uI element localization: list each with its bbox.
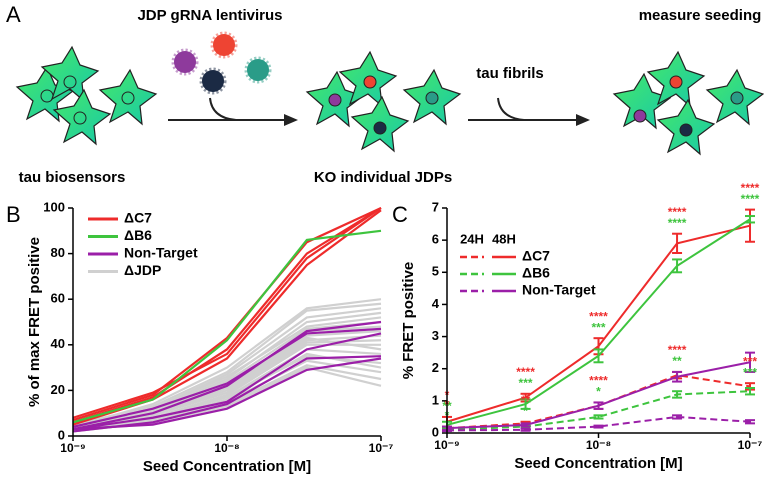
panel-letter: C xyxy=(392,202,408,227)
step-label: JDP gRNA lentivirus xyxy=(137,7,282,24)
significance: **** xyxy=(668,343,687,357)
step-label: tau fibrils xyxy=(476,65,544,82)
significance: **** xyxy=(589,374,608,388)
y-tick-label: 7 xyxy=(432,199,439,214)
y-tick-label: 2 xyxy=(432,360,439,375)
step-label: measure seeding xyxy=(639,7,762,24)
significance: ** xyxy=(521,393,531,407)
y-tick-label: 0 xyxy=(432,424,439,439)
y-tick-label: 1 xyxy=(432,392,439,407)
x-tick-label: 10⁻⁸ xyxy=(214,441,239,455)
step-label: tau biosensors xyxy=(19,169,126,186)
data-line xyxy=(72,229,382,424)
data-line xyxy=(72,357,382,431)
nucleus xyxy=(633,109,647,123)
legend-label: ΔB6 xyxy=(522,265,550,281)
data-line xyxy=(72,207,382,422)
x-tick-label: 10⁻⁹ xyxy=(60,441,85,455)
data-line xyxy=(72,332,382,431)
x-tick-label: 10⁻⁷ xyxy=(738,438,763,452)
legend-label: ΔB6 xyxy=(124,227,152,243)
y-tick-label: 4 xyxy=(432,296,440,311)
virus xyxy=(244,56,272,84)
axes xyxy=(72,208,381,437)
arrow-head xyxy=(284,114,298,126)
schematic: A JDP gRNA lentivirus tau fibrils measur… xyxy=(6,2,764,186)
step-label: KO individual JDPs xyxy=(314,169,452,186)
nucleus xyxy=(373,121,387,135)
arrow xyxy=(168,97,288,121)
legend-label: ΔC7 xyxy=(522,248,550,264)
significance: *** xyxy=(519,376,533,390)
significance: **** xyxy=(668,205,687,219)
nucleus xyxy=(669,75,683,89)
legend-header: 24H xyxy=(460,231,484,246)
significance: *** xyxy=(591,320,605,334)
data-line xyxy=(72,302,382,426)
data-line xyxy=(446,415,751,432)
significance: **** xyxy=(668,216,687,230)
nucleus xyxy=(425,91,439,105)
virus xyxy=(199,67,227,95)
significance: **** xyxy=(741,181,760,195)
y-tick-label: 100 xyxy=(43,199,65,214)
y-axis-title: % FRET positive xyxy=(400,262,417,380)
legend-label: ΔJDP xyxy=(124,262,161,278)
x-axis-title: Seed Concentration [M] xyxy=(143,458,311,475)
virus xyxy=(171,48,199,76)
nucleus xyxy=(730,91,744,105)
y-tick-label: 3 xyxy=(432,328,439,343)
y-tick-label: 5 xyxy=(432,264,439,279)
data-line xyxy=(72,327,382,428)
x-axis-title: Seed Concentration [M] xyxy=(514,455,682,472)
nucleus xyxy=(328,93,342,107)
y-tick-label: 0 xyxy=(58,427,65,442)
y-axis-title: % of max FRET positive xyxy=(26,237,43,407)
nucleus xyxy=(73,111,87,125)
axes xyxy=(446,208,750,434)
legend-header: 48H xyxy=(492,231,516,246)
y-tick-label: 40 xyxy=(51,336,65,351)
significance: * xyxy=(596,385,601,399)
nucleus xyxy=(679,123,693,137)
x-tick-label: 10⁻⁸ xyxy=(586,438,611,452)
nucleus xyxy=(63,75,77,89)
viruses xyxy=(171,31,272,95)
significance: **** xyxy=(741,192,760,206)
data-line xyxy=(72,207,382,419)
y-tick-label: 60 xyxy=(51,291,65,306)
legend-label: Non-Target xyxy=(522,282,596,298)
y-tick-label: 20 xyxy=(51,382,65,397)
y-tick-label: 6 xyxy=(432,232,439,247)
nucleus xyxy=(121,91,135,105)
data-line xyxy=(72,207,382,424)
arrow xyxy=(468,97,578,121)
x-tick-label: 10⁻⁹ xyxy=(434,438,459,452)
panel-letter: A xyxy=(6,2,21,27)
data-line xyxy=(72,336,382,431)
data-line xyxy=(72,320,382,431)
x-tick-label: 10⁻⁷ xyxy=(369,441,394,455)
virus xyxy=(210,31,238,59)
legend-label: Non-Target xyxy=(124,245,198,261)
legend-label: ΔC7 xyxy=(124,210,152,226)
significance: ** xyxy=(672,354,682,368)
significance: **** xyxy=(589,309,608,323)
data-line xyxy=(446,390,751,431)
arrow-head xyxy=(576,114,590,126)
significance: *** xyxy=(743,354,757,368)
significance: *** xyxy=(743,365,757,379)
y-tick-label: 80 xyxy=(51,245,65,260)
significance: * xyxy=(523,404,528,418)
significance: **** xyxy=(516,365,535,379)
panel-letter: B xyxy=(6,202,21,227)
nucleus xyxy=(363,75,377,89)
